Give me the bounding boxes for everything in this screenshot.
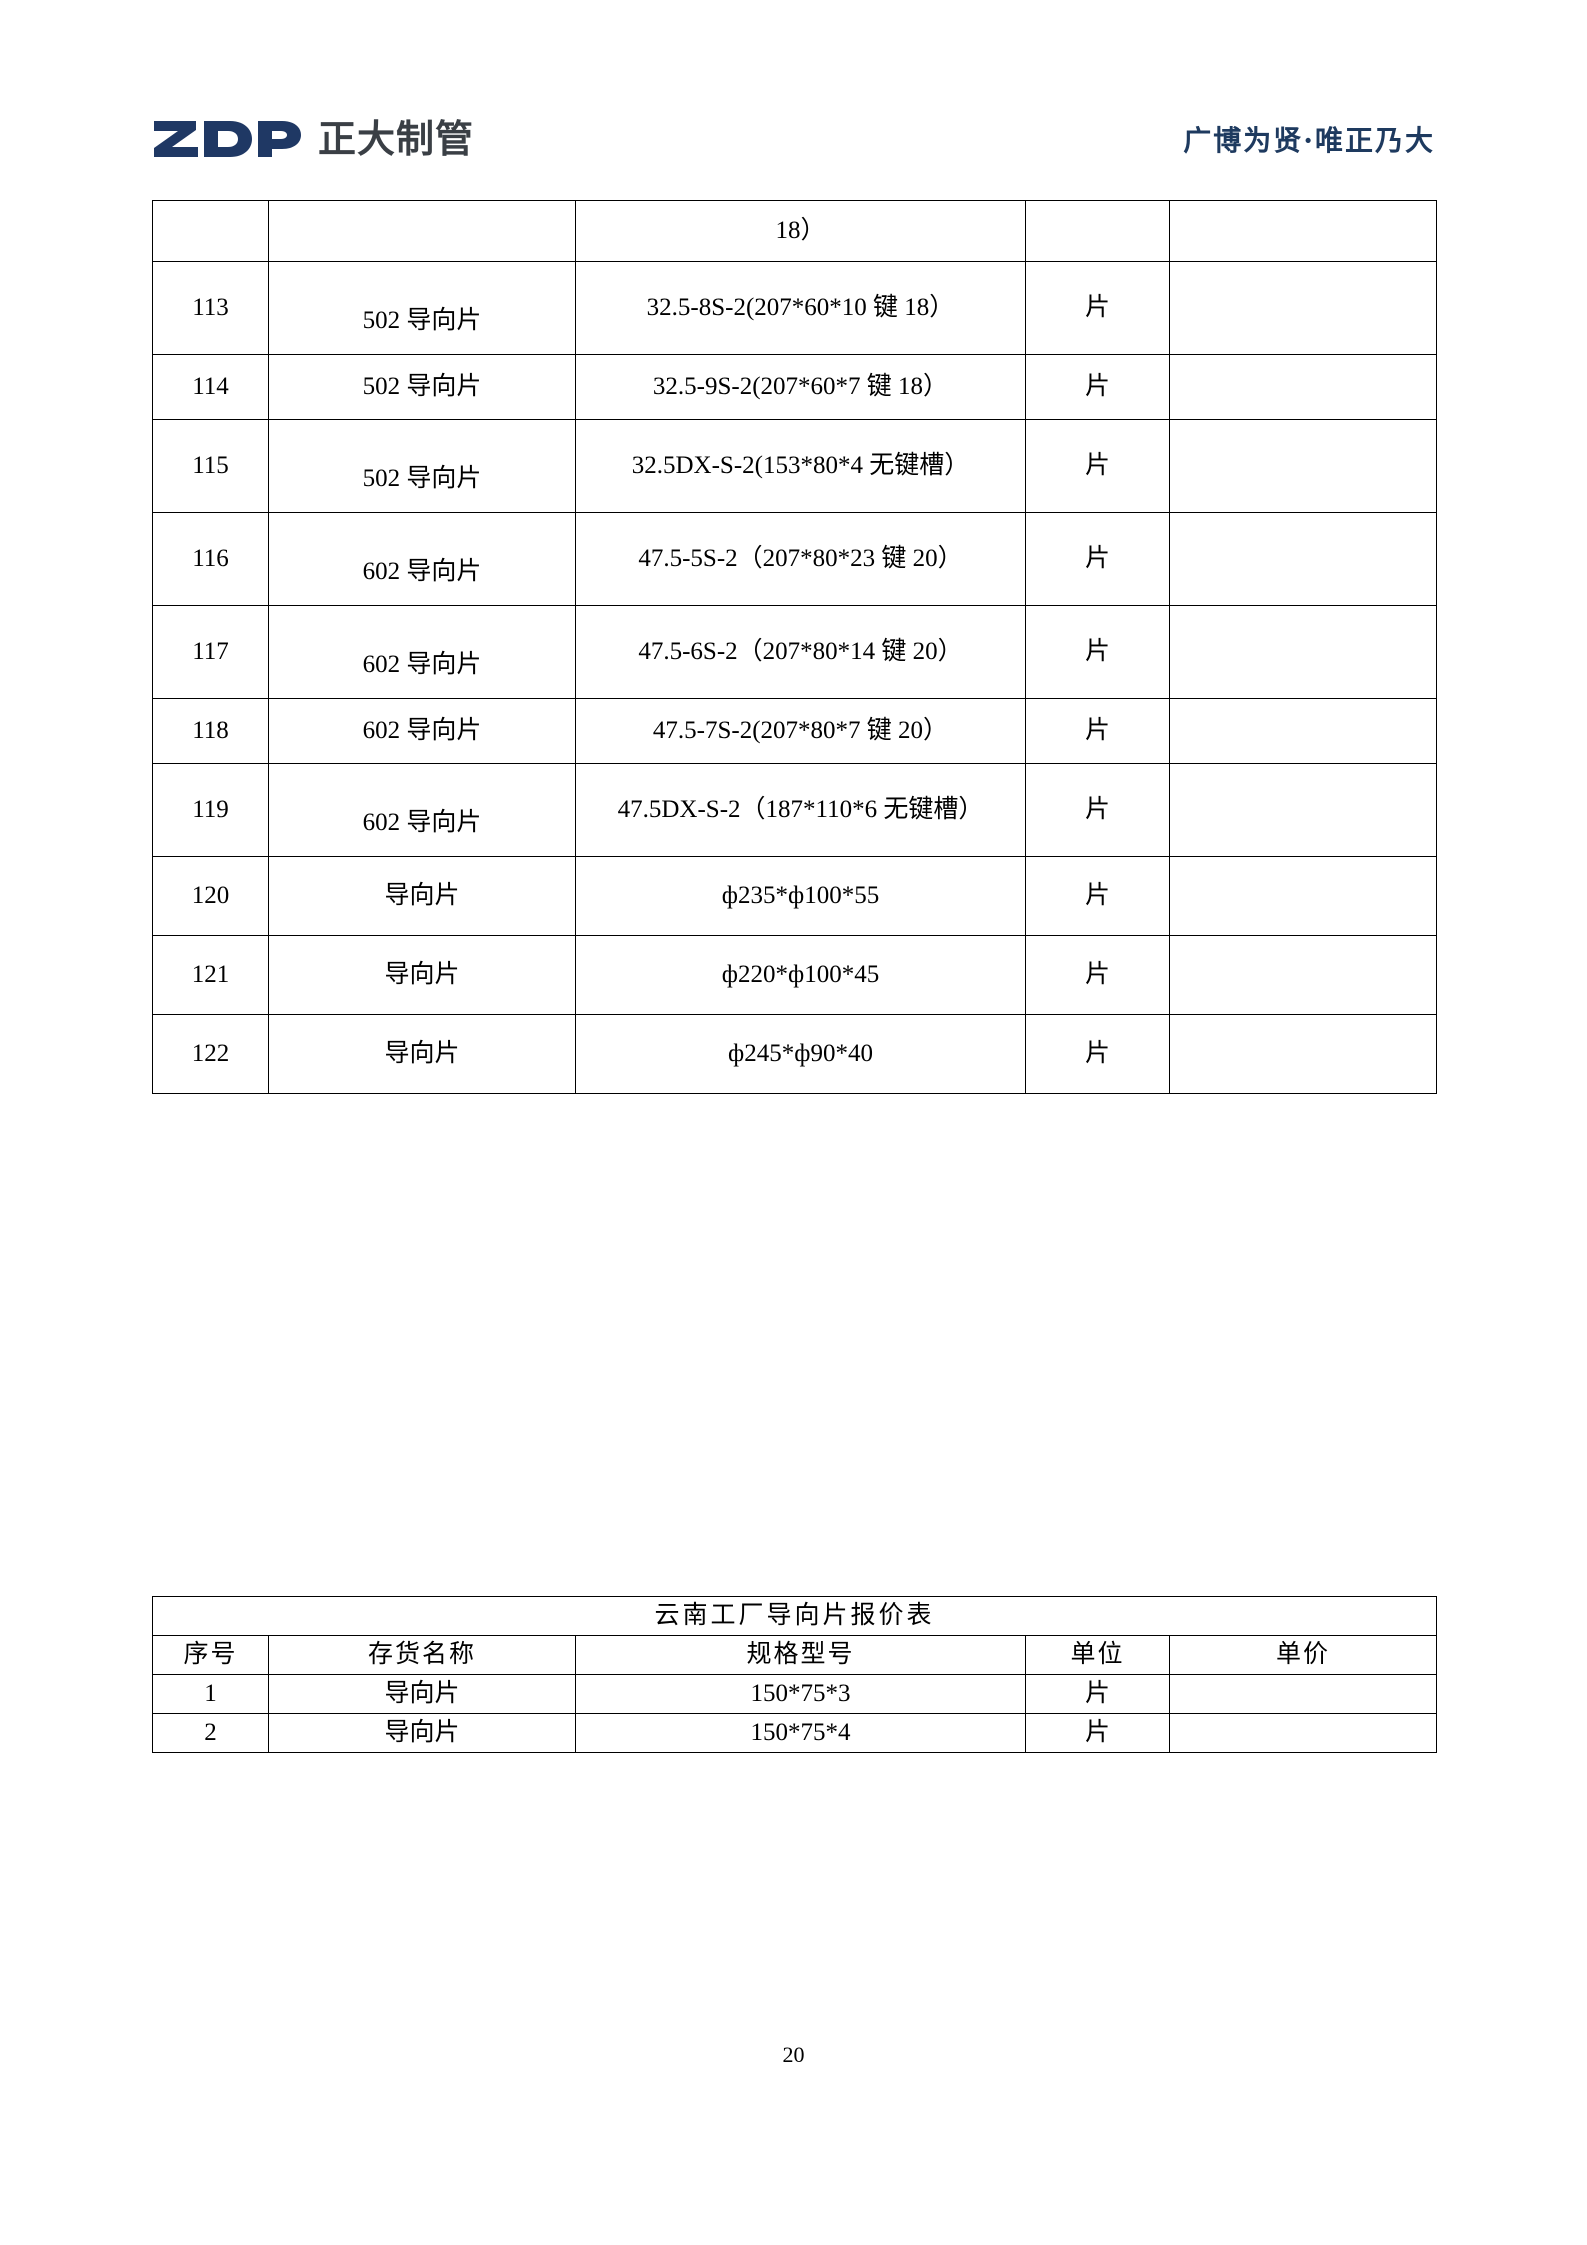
cell-index: 122 (152, 1014, 269, 1094)
cell-index: 119 (152, 763, 269, 857)
cell-name: 导向片 (268, 1713, 576, 1753)
cell-name (268, 200, 576, 262)
cell-unit: 片 (1025, 605, 1170, 699)
guide-plate-price-table-continued: 18） 113 502 导向片 32.5-8S-2(207*60*10 键 18… (152, 200, 1437, 1094)
cell-spec: 47.5-6S-2（207*80*14 键 20） (575, 605, 1026, 699)
table-row: 113 502 导向片 32.5-8S-2(207*60*10 键 18） 片 (152, 261, 1437, 355)
page-number: 20 (782, 2042, 805, 2067)
cell-unit: 片 (1025, 1014, 1170, 1094)
table-row: 119 602 导向片 47.5DX-S-2（187*110*6 无键槽） 片 (152, 763, 1437, 857)
cell-name: 602 导向片 (268, 512, 576, 606)
cell-unit: 片 (1025, 935, 1170, 1015)
table-row: 116 602 导向片 47.5-5S-2（207*80*23 键 20） 片 (152, 512, 1437, 606)
cell-index: 115 (152, 419, 269, 513)
company-tagline: 广博为贤·唯正乃大 (1183, 124, 1435, 157)
table-2: 云南工厂导向片报价表 序号 存货名称 规格型号 单位 单价 1 导向片 150*… (152, 1596, 1437, 1753)
cell-spec: 150*75*3 (575, 1674, 1026, 1714)
cell-name: 602 导向片 (268, 605, 576, 699)
page-header: 正大制管 广博为贤·唯正乃大 (152, 108, 1435, 170)
cell-spec: ф235*ф100*55 (575, 856, 1026, 936)
cell-spec: 32.5-9S-2(207*60*7 键 18） (575, 354, 1026, 420)
cell-name: 导向片 (268, 1674, 576, 1714)
column-header-price: 单价 (1169, 1635, 1437, 1675)
cell-price (1169, 698, 1437, 764)
cell-unit: 片 (1025, 1674, 1170, 1714)
column-header-spec: 规格型号 (575, 1635, 1026, 1675)
cell-unit: 片 (1025, 856, 1170, 936)
cell-name: 602 导向片 (268, 698, 576, 764)
cell-unit: 片 (1025, 512, 1170, 606)
table-row: 1 导向片 150*75*3 片 (152, 1674, 1437, 1714)
table-row: 18） (152, 200, 1437, 262)
cell-unit: 片 (1025, 419, 1170, 513)
table-title-row: 云南工厂导向片报价表 (152, 1596, 1437, 1636)
cell-spec: 150*75*4 (575, 1713, 1026, 1753)
cell-price (1169, 605, 1437, 699)
cell-index: 1 (152, 1674, 269, 1714)
cell-spec: 47.5DX-S-2（187*110*6 无键槽） (575, 763, 1026, 857)
cell-price (1169, 261, 1437, 355)
table-row: 115 502 导向片 32.5DX-S-2(153*80*4 无键槽） 片 (152, 419, 1437, 513)
column-header-unit: 单位 (1025, 1635, 1170, 1675)
cell-unit: 片 (1025, 698, 1170, 764)
cell-price (1169, 512, 1437, 606)
cell-index: 118 (152, 698, 269, 764)
cell-unit: 片 (1025, 354, 1170, 420)
logo-company-name-cn: 正大制管 (318, 117, 475, 161)
cell-price (1169, 935, 1437, 1015)
table-row: 117 602 导向片 47.5-6S-2（207*80*14 键 20） 片 (152, 605, 1437, 699)
cell-spec: ф245*ф90*40 (575, 1014, 1026, 1094)
cell-index: 114 (152, 354, 269, 420)
cell-spec: 47.5-5S-2（207*80*23 键 20） (575, 512, 1026, 606)
cell-price (1169, 354, 1437, 420)
cell-index (152, 200, 269, 262)
cell-name: 导向片 (268, 935, 576, 1015)
column-header-name: 存货名称 (268, 1635, 576, 1675)
cell-spec: 47.5-7S-2(207*80*7 键 20） (575, 698, 1026, 764)
cell-unit: 片 (1025, 763, 1170, 857)
table-header-row: 序号 存货名称 规格型号 单位 单价 (152, 1635, 1437, 1675)
table-row: 121 导向片 ф220*ф100*45 片 (152, 935, 1437, 1015)
table-title: 云南工厂导向片报价表 (152, 1596, 1437, 1636)
cell-price (1169, 1014, 1437, 1094)
cell-index: 2 (152, 1713, 269, 1753)
cell-name: 502 导向片 (268, 261, 576, 355)
cell-index: 113 (152, 261, 269, 355)
cell-unit: 片 (1025, 1713, 1170, 1753)
cell-spec: 32.5DX-S-2(153*80*4 无键槽） (575, 419, 1026, 513)
table-row: 2 导向片 150*75*4 片 (152, 1713, 1437, 1753)
cell-name: 502 导向片 (268, 419, 576, 513)
table-row: 122 导向片 ф245*ф90*40 片 (152, 1014, 1437, 1094)
company-logo: 正大制管 (152, 117, 474, 161)
zdp-logo-icon (154, 121, 301, 157)
cell-index: 120 (152, 856, 269, 936)
cell-name: 502 导向片 (268, 354, 576, 420)
cell-unit: 片 (1025, 261, 1170, 355)
cell-price (1169, 763, 1437, 857)
table-row: 120 导向片 ф235*ф100*55 片 (152, 856, 1437, 936)
cell-index: 117 (152, 605, 269, 699)
cell-price (1169, 200, 1437, 262)
cell-price (1169, 1713, 1437, 1753)
table-row: 114 502 导向片 32.5-9S-2(207*60*7 键 18） 片 (152, 354, 1437, 420)
column-header-index: 序号 (152, 1635, 269, 1675)
cell-spec: 32.5-8S-2(207*60*10 键 18） (575, 261, 1026, 355)
yunnan-factory-price-table: 云南工厂导向片报价表 序号 存货名称 规格型号 单位 单价 1 导向片 150*… (152, 1596, 1437, 1753)
table-1: 18） 113 502 导向片 32.5-8S-2(207*60*10 键 18… (152, 200, 1437, 1094)
cell-price (1169, 1674, 1437, 1714)
cell-name: 导向片 (268, 1014, 576, 1094)
cell-spec: ф220*ф100*45 (575, 935, 1026, 1015)
cell-index: 121 (152, 935, 269, 1015)
cell-name: 602 导向片 (268, 763, 576, 857)
cell-spec: 18） (575, 200, 1026, 262)
cell-unit (1025, 200, 1170, 262)
table-row: 118 602 导向片 47.5-7S-2(207*80*7 键 20） 片 (152, 698, 1437, 764)
cell-price (1169, 856, 1437, 936)
cell-price (1169, 419, 1437, 513)
cell-index: 116 (152, 512, 269, 606)
cell-name: 导向片 (268, 856, 576, 936)
